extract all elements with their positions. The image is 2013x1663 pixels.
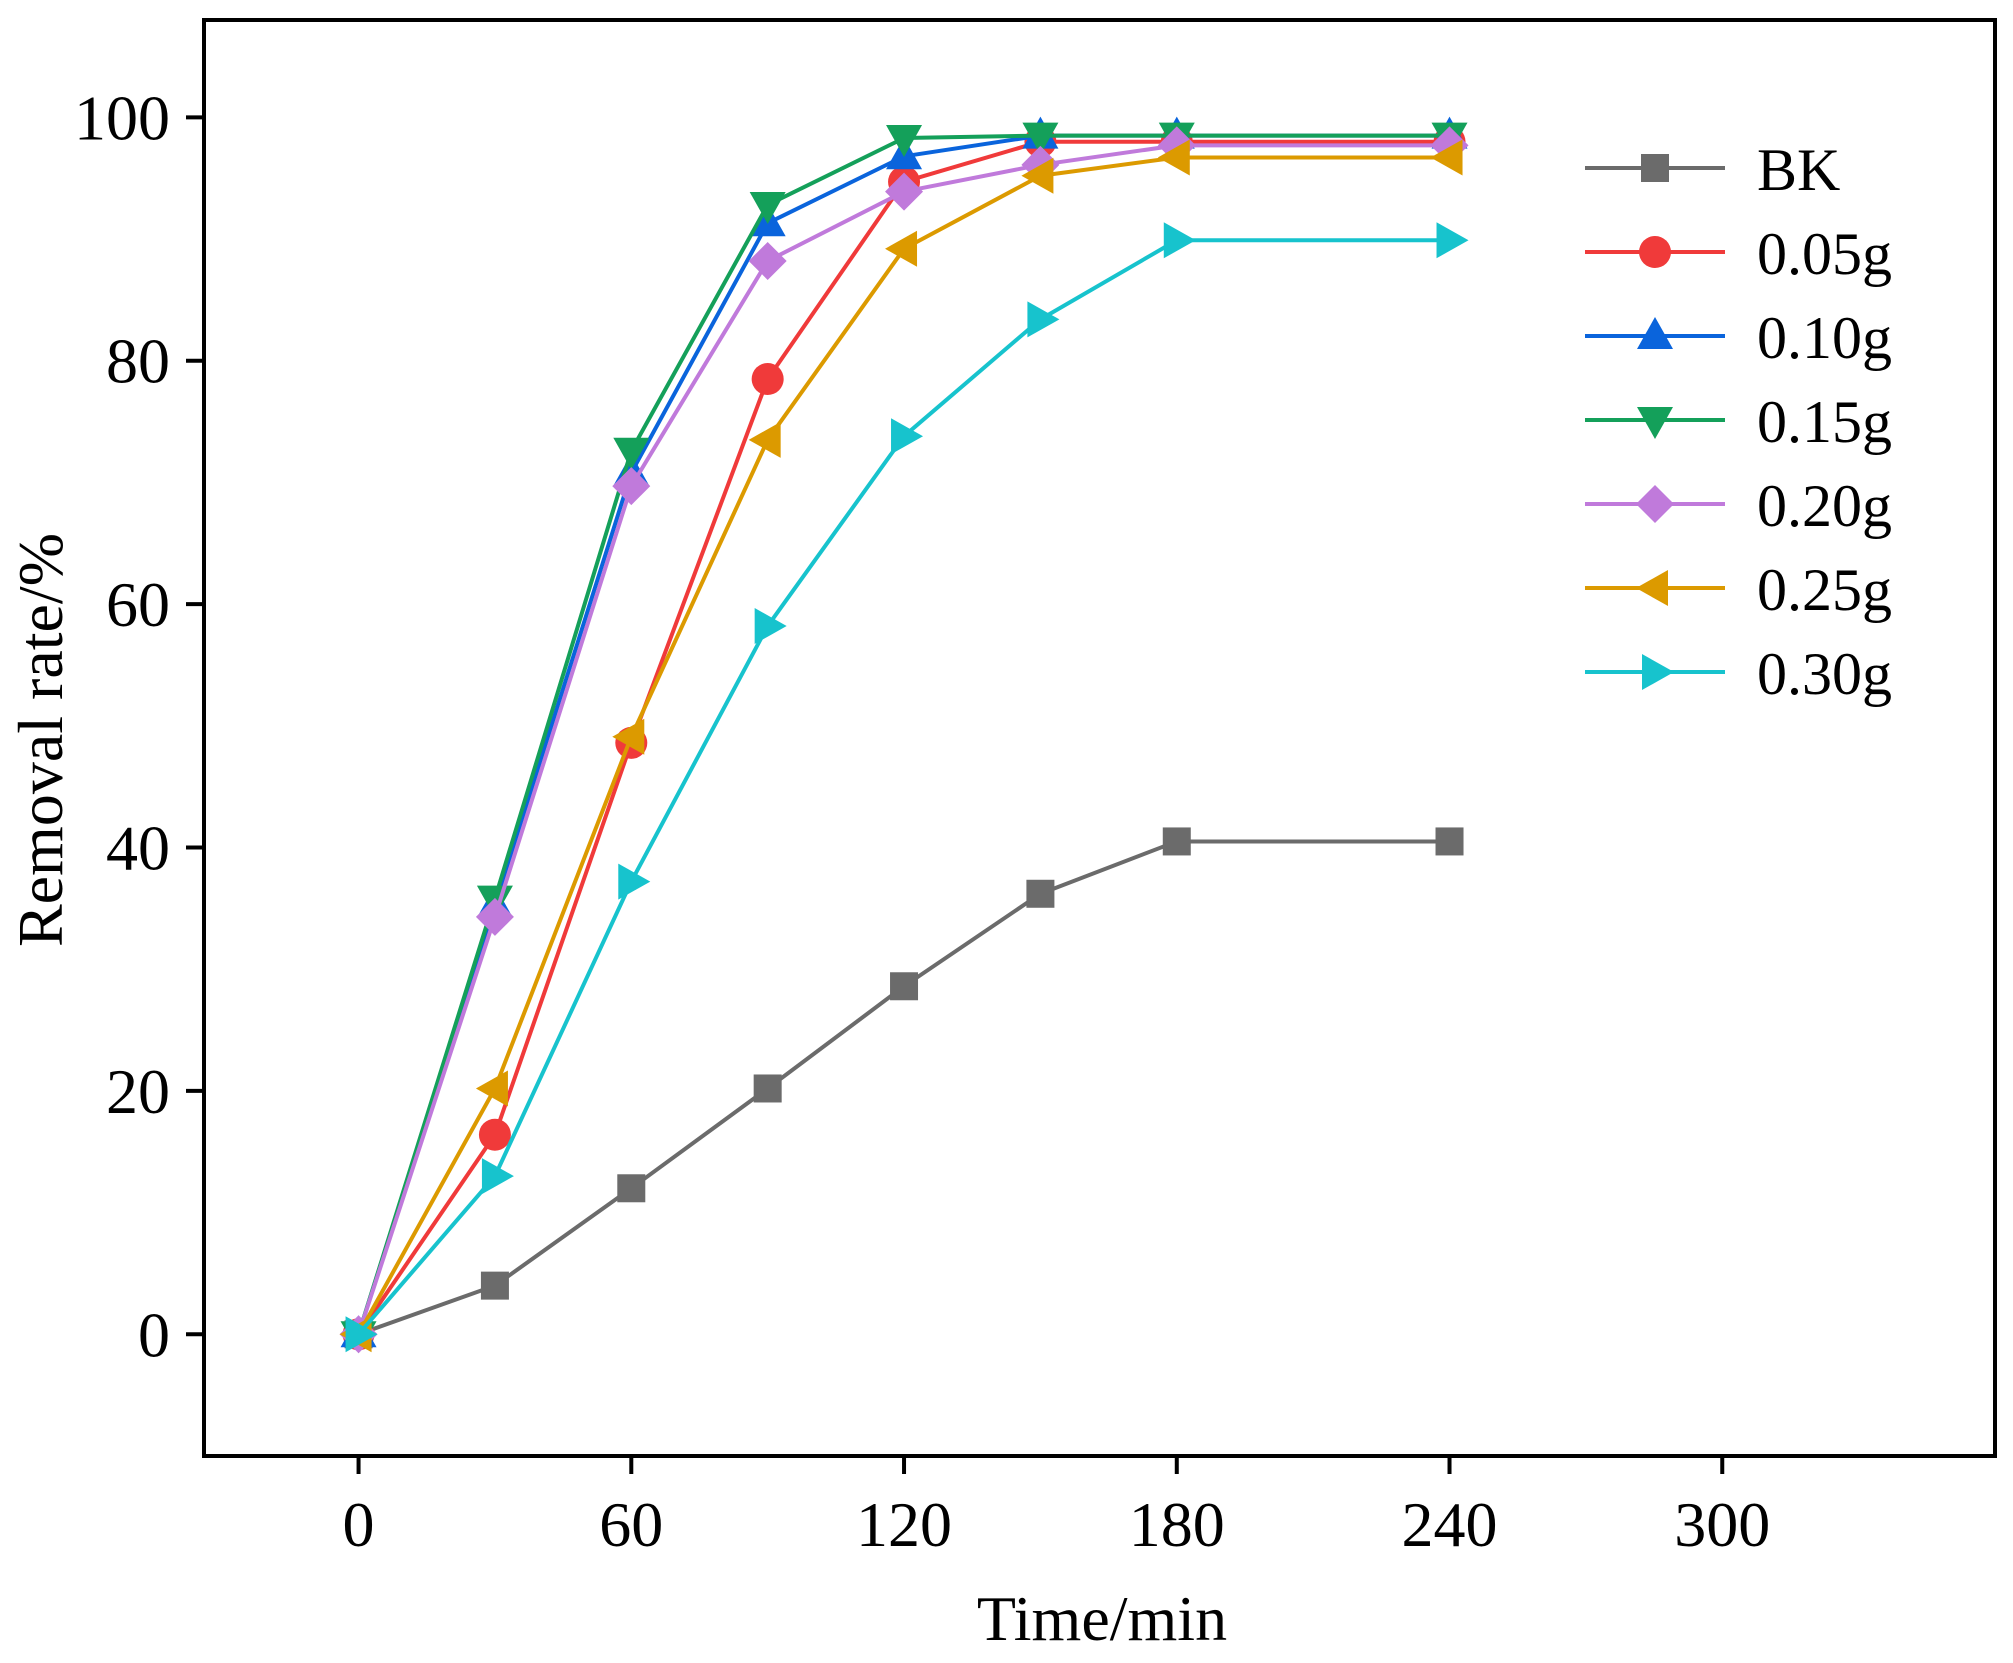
y-tick-label: 40	[106, 813, 170, 884]
data-point	[1162, 827, 1191, 856]
data-point	[886, 125, 923, 158]
plot-area	[202, 18, 1997, 1458]
data-point	[1163, 222, 1196, 259]
series-2	[342, 125, 1466, 1351]
data-point	[1027, 301, 1060, 338]
series-3	[340, 116, 1468, 1348]
data-point	[1022, 122, 1059, 155]
x-tick-label: 180	[1129, 1489, 1225, 1560]
data-point	[749, 191, 786, 224]
legend-marker	[1642, 654, 1674, 690]
legend-item: 0.30g	[1585, 641, 1892, 707]
legend-item: 0.10g	[1585, 305, 1892, 371]
legend-marker	[1641, 154, 1669, 182]
series-line	[356, 155, 1450, 1336]
data-point	[890, 972, 919, 1001]
data-point	[480, 1271, 509, 1300]
data-point	[748, 241, 787, 280]
legend-marker	[1639, 236, 1671, 268]
legend-label: 0.20g	[1757, 473, 1892, 539]
series-line	[356, 143, 1450, 1335]
data-point	[748, 421, 781, 458]
data-point	[1436, 222, 1469, 259]
data-point	[1435, 827, 1464, 856]
data-series	[339, 116, 1469, 1354]
data-point	[1157, 139, 1190, 176]
series-line	[356, 133, 1450, 1335]
y-axis-title: Removal rate/%	[5, 533, 76, 947]
y-tick-label: 60	[106, 569, 170, 640]
data-point	[885, 230, 918, 267]
y-tick-label: 0	[138, 1299, 170, 1370]
legend-marker	[1637, 317, 1673, 349]
legend-label: BK	[1757, 137, 1840, 203]
series-line	[356, 133, 1450, 1335]
legend-item: 0.20g	[1585, 473, 1892, 539]
data-point	[1021, 157, 1054, 194]
series-line	[356, 139, 1450, 1336]
series-6	[339, 139, 1463, 1353]
legend-marker	[1637, 407, 1673, 439]
x-tick-label: 0	[343, 1489, 375, 1560]
data-point	[1026, 879, 1055, 908]
data-point	[618, 863, 651, 900]
legend-marker	[1636, 485, 1674, 523]
legend-label: 0.05g	[1757, 221, 1892, 287]
legend-label: 0.15g	[1757, 389, 1892, 455]
series-line	[357, 839, 1450, 1337]
data-point	[891, 418, 924, 455]
x-tick-label: 120	[856, 1489, 952, 1560]
series-line	[357, 238, 1450, 1336]
plot-border	[202, 18, 1997, 1458]
legend-item: 0.15g	[1585, 389, 1892, 455]
x-tick-label: 60	[599, 1489, 663, 1560]
data-point	[475, 1070, 508, 1107]
data-point	[612, 718, 645, 755]
data-point	[612, 467, 651, 506]
data-point	[754, 608, 787, 645]
data-point	[617, 1174, 646, 1203]
data-point	[345, 1316, 378, 1353]
data-point	[753, 1074, 782, 1103]
x-tick-label: 240	[1402, 1489, 1498, 1560]
legend-item: 0.25g	[1585, 557, 1892, 623]
legend-item: BK	[1585, 137, 1840, 203]
legend: BK 0.05g 0.10g 0.15g 0.20g 0.25g 0.30g	[1585, 137, 1892, 707]
data-point	[475, 897, 514, 936]
data-point	[478, 1118, 511, 1151]
data-point	[613, 437, 650, 470]
series-7	[345, 222, 1469, 1353]
axes-ticks: 0 60 120 180 240 300 0 20 40 60 80 100	[74, 82, 1770, 1560]
y-tick-label: 20	[106, 1056, 170, 1127]
data-point	[885, 172, 924, 211]
legend-item: 0.05g	[1585, 221, 1892, 287]
data-point	[481, 1158, 514, 1195]
x-tick-label: 300	[1674, 1489, 1770, 1560]
y-tick-label: 100	[74, 82, 170, 153]
y-tick-label: 80	[106, 326, 170, 397]
legend-marker	[1636, 570, 1668, 606]
x-axis-title: Time/min	[977, 1583, 1227, 1654]
data-point	[1430, 139, 1463, 176]
data-point	[751, 363, 784, 395]
series-5	[339, 126, 1469, 1354]
legend-label: 0.30g	[1757, 641, 1892, 707]
series-4	[340, 122, 1468, 1354]
legend-label: 0.10g	[1757, 305, 1892, 371]
legend-label: 0.25g	[1757, 557, 1892, 623]
